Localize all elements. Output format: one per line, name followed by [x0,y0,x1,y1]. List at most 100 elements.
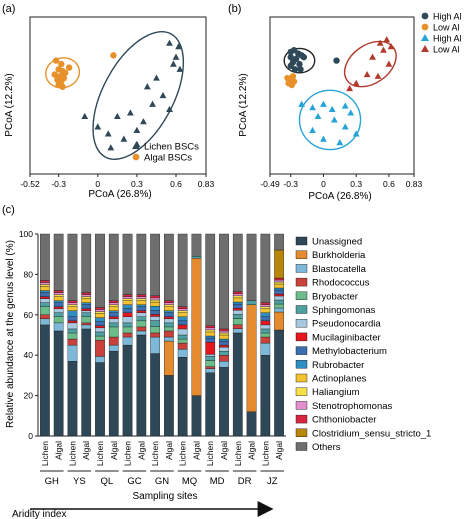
bar-segment [260,336,271,344]
panel-c-xlabel: Sampling sites [132,491,197,502]
data-point-circle [58,60,65,68]
bar-segment [136,316,147,322]
data-point-circle [300,53,308,61]
data-point-circle [110,52,117,59]
bar-segment [177,306,188,309]
bar-segment [177,308,188,311]
bar-segment [164,312,174,317]
bar-segment [95,317,105,322]
legend-swatch [295,401,308,410]
bar-segment [122,344,133,437]
bar-segment [219,344,229,348]
bar-category-label: Algal [54,441,64,460]
bar-segment [122,233,133,295]
bar-segment [205,335,216,339]
bar-segment [53,233,64,291]
legend-label: Low Al [433,23,460,33]
bar-segment [205,337,216,343]
bar-segment [95,339,105,357]
bar-segment [260,302,271,305]
legend-label: Sphingomonas [312,305,376,316]
bar-segment [67,344,78,362]
legend-label: Clostridium_sensu_stricto_1 [312,428,431,439]
bar-segment [274,289,284,295]
bar-segment [108,350,119,437]
bar-category-label: Lichen [40,441,50,466]
bar-segment [260,316,271,322]
cluster-ellipse [343,40,397,88]
bar-segment [150,336,160,354]
bar-segment [205,233,216,326]
data-point-triangle [166,39,173,46]
x-tick-label: 0.6 [170,179,182,189]
bar-category-label: Algal [274,441,284,460]
bar-segment [81,233,92,293]
bar-segment [67,316,78,322]
data-point-triangle [320,100,327,107]
bar-segment [122,336,133,346]
data-point-triangle [126,109,134,116]
legend-swatch [295,332,308,342]
bar-segment [164,318,174,324]
bar-segment [40,318,50,326]
bar-segment [108,336,119,346]
bar-segment [95,335,105,341]
bar-segment [232,314,243,319]
data-point-triangle [336,139,344,146]
bar-segment [53,296,64,301]
bar-category-label: Algal [164,441,174,460]
bar-segment [274,293,284,297]
plot-frame [269,16,415,175]
bar-segment [40,292,50,297]
legend-swatch [295,236,308,246]
bar-segment [205,329,216,333]
panel-b-scatter: (b) PCoA (12.2%) PCoA (26.8%) -0.49 -0.3 0… [228,3,462,202]
bar-segment [177,320,188,326]
bar-segment [232,310,243,315]
bar-segment [232,297,243,303]
bar-segment [40,302,50,307]
bar-segment [205,331,216,337]
bar-segment [40,280,50,283]
bar-segment [67,306,78,311]
aridity-label: Aridity index [12,509,66,519]
bar-segment [40,233,50,281]
legend-label: Haliangium [312,387,360,398]
bar-segment [67,361,78,437]
bar-segment [232,324,243,329]
bar-segment [53,292,64,295]
bar-segment [136,304,147,307]
panel-a-label: (a) [2,3,15,15]
bar-segment [40,296,50,299]
bar-segment [40,306,50,315]
bar-segment [81,324,92,330]
bar-segment [81,310,92,313]
bar-segment [53,306,64,309]
bar-segment [260,306,271,309]
bar-segment [274,311,284,331]
bar-segment [219,233,229,330]
bar-segment [108,322,119,328]
bar-segment [81,302,92,305]
bar-segment [122,312,133,317]
data-point-triangle [104,130,112,137]
bar-segment [232,295,243,299]
data-point-circle [289,73,297,80]
legend-swatch [295,414,308,424]
data-point-triangle [376,39,384,46]
x-tick-label: -0.52 [20,179,40,189]
legend-swatch [295,442,308,451]
bar-segment [177,312,188,317]
bar-segment [67,310,78,317]
legend-label: Burkholderia [312,250,366,261]
bar-segment [53,308,64,313]
bar-segment [177,328,188,336]
bar-segment [53,330,64,437]
data-point-triangle [385,60,393,67]
bar-segment [232,318,243,325]
bar-segment [274,287,284,291]
bar-segment [246,411,257,437]
bar-segment [274,277,284,281]
data-point-triangle [81,112,89,120]
x-tick-label: 0.83 [406,179,423,189]
